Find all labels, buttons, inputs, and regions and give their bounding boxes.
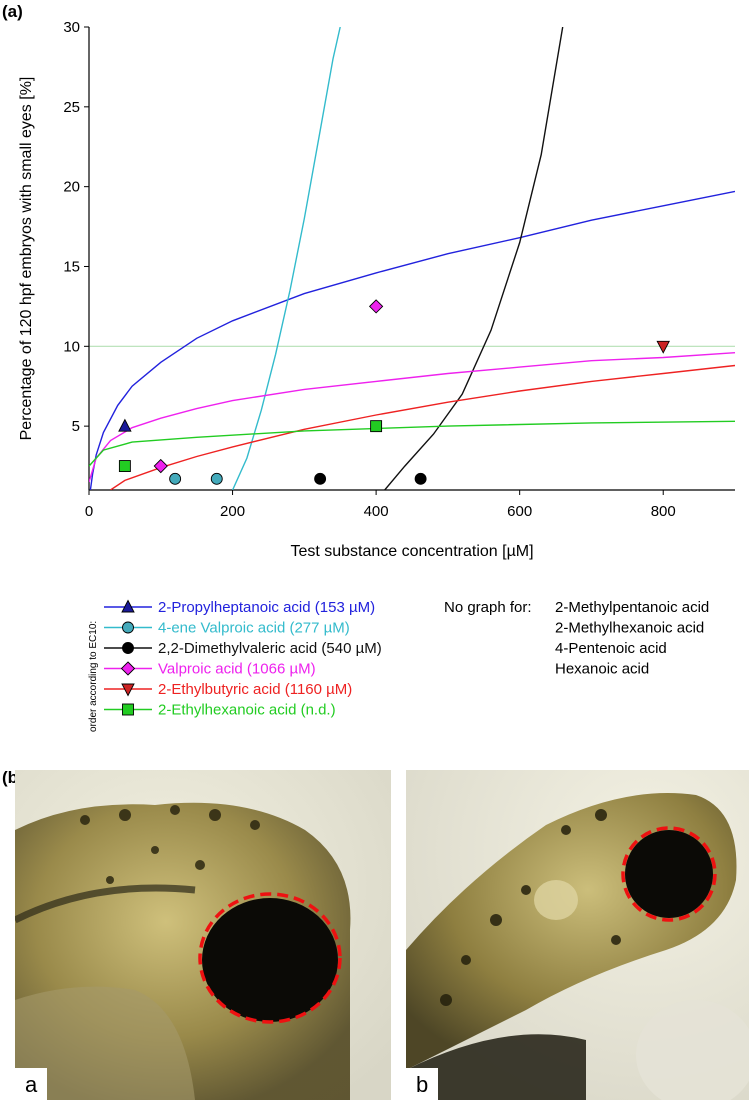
data-point-s3-0 (153, 458, 168, 474)
legend-marker-1 (122, 621, 134, 634)
photo-b-letter: b (406, 1068, 439, 1100)
y-tick-label: 25 (63, 99, 80, 116)
data-point-s5-0 (118, 460, 131, 473)
data-point-s0-0 (118, 418, 132, 432)
embryo-photo-a: a (15, 770, 391, 1100)
x-tick-label: 400 (364, 503, 389, 520)
y-tick-label: 10 (63, 338, 80, 355)
y-axis-label: Percentage of 120 hpf embryos with small… (18, 77, 35, 441)
legend-marker-0 (121, 599, 135, 613)
no-graph-item: 2-Methylhexanoic acid (555, 620, 704, 637)
x-tick-label: 200 (220, 503, 245, 520)
small-eyes-chart: 5 10 15 20 25 30 0 200 400 600 800 Test substance c… (18, 19, 735, 732)
legend-marker-4 (121, 683, 135, 697)
curves-group (89, 27, 735, 490)
no-graph-label: No graph for: (444, 599, 532, 616)
x-tick-label: 0 (85, 503, 93, 520)
legend-marker-2 (122, 642, 134, 654)
no-graph-item: 2-Methylpentanoic acid (555, 599, 709, 616)
x-axis-label: Test substance concentration [µM] (290, 543, 533, 560)
legend-caption: order according to EC10: (88, 621, 99, 732)
legend-label-4: 2-Ethylbutyric acid (1160 µM) (158, 681, 352, 698)
fit-curve-5 (89, 420, 735, 467)
panel-a-label: (a) (2, 2, 23, 21)
y-tick-label: 5 (72, 418, 80, 435)
fit-curve-1 (231, 27, 341, 490)
data-point-s3-1 (368, 299, 384, 314)
legend-label-2: 2,2-Dimethylvaleric acid (540 µM) (158, 640, 382, 657)
legend-label-1: 4-ene Valproic acid (277 µM) (158, 620, 350, 637)
y-tick-label: 30 (63, 19, 80, 36)
legend-marker-3 (120, 661, 136, 676)
data-point-s4-0 (656, 340, 670, 354)
embryo-photo-b: b (406, 770, 749, 1100)
fit-curve-3 (89, 352, 735, 483)
x-tick-label: 800 (651, 503, 676, 520)
no-graph-item: Hexanoic acid (555, 661, 649, 678)
fit-curve-2 (384, 27, 564, 490)
legend-label-5: 2-Ethylhexanoic acid (n.d.) (158, 702, 336, 719)
fit-curve-4 (110, 364, 735, 490)
y-tick-label: 15 (63, 258, 80, 275)
fit-curve-0 (89, 190, 735, 490)
data-point-s2-0 (314, 472, 327, 485)
x-tick-label: 600 (507, 503, 532, 520)
legend-marker-5 (122, 703, 134, 716)
no-graph-item: 4-Pentenoic acid (555, 640, 667, 657)
data-point-s5-1 (370, 420, 383, 433)
legend-label-3: Valproic acid (1066 µM) (158, 661, 316, 678)
legend-label-0: 2-Propylheptanoic acid (153 µM) (158, 599, 375, 616)
photo-a-letter: a (15, 1068, 48, 1100)
y-tick-label: 20 (63, 179, 80, 196)
data-point-s1-1 (210, 472, 223, 485)
data-point-s1-0 (169, 472, 182, 485)
data-point-s2-1 (414, 472, 427, 485)
